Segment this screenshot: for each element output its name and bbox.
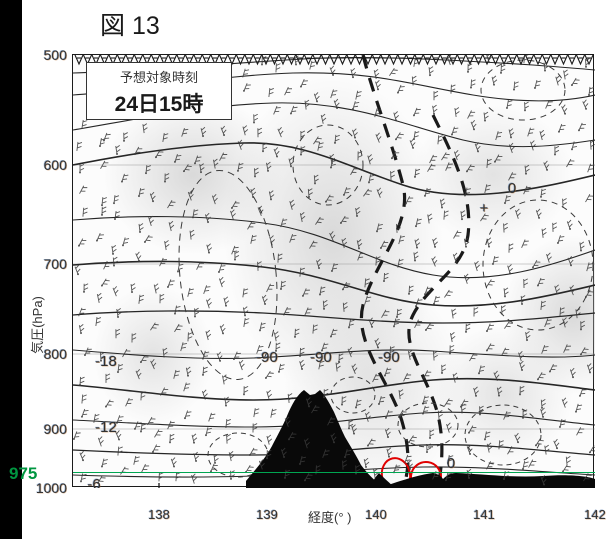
svg-text:+: + — [480, 200, 489, 217]
svg-text:-90: -90 — [256, 349, 278, 366]
svg-text:-18: -18 — [95, 353, 117, 370]
svg-text:-12: -12 — [95, 419, 117, 436]
svg-text:0: 0 — [508, 180, 516, 197]
svg-text:-90: -90 — [310, 349, 332, 366]
svg-text:-90: -90 — [378, 349, 400, 366]
